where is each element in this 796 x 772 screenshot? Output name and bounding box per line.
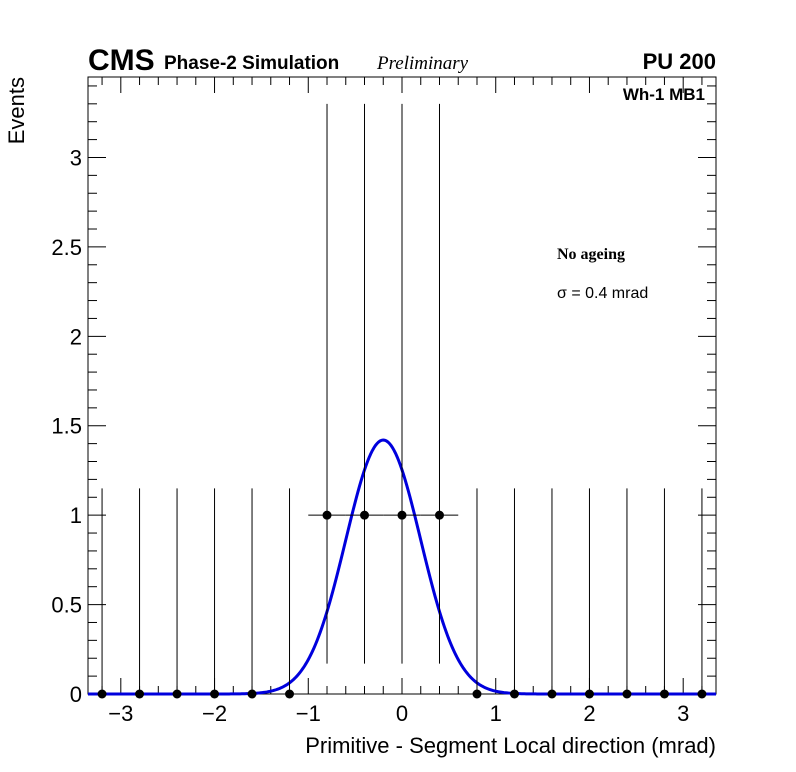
data-point [383, 103, 421, 664]
data-point [659, 488, 669, 699]
data-marker [247, 689, 257, 699]
data-point [622, 488, 632, 699]
x-tick-label: 3 [677, 701, 689, 726]
y-tick-label: 2 [70, 324, 82, 349]
data-marker [509, 689, 519, 699]
data-point [285, 488, 295, 699]
x-tick-label: 1 [490, 701, 502, 726]
data-point [210, 488, 220, 699]
data-marker [472, 689, 482, 699]
data-marker [285, 689, 295, 699]
data-marker [360, 510, 370, 520]
y-tick-label: 1.5 [51, 414, 82, 439]
y-tick-label: 0.5 [51, 593, 82, 618]
y-axis-title: Events [4, 77, 29, 144]
y-tick-label: 3 [70, 145, 82, 170]
x-tick-label: 2 [583, 701, 595, 726]
data-point [420, 103, 459, 664]
data-points-layer [97, 103, 707, 699]
pileup-label: PU 200 [643, 49, 716, 74]
data-point [97, 488, 107, 699]
data-marker [434, 510, 444, 520]
data-point [547, 488, 557, 699]
data-point [135, 488, 145, 699]
data-point [308, 103, 346, 664]
data-marker [397, 510, 407, 520]
data-marker [210, 689, 220, 699]
y-tick-label: 1 [70, 503, 82, 528]
data-point [247, 488, 257, 699]
data-marker [135, 689, 145, 699]
data-marker [659, 689, 669, 699]
data-point [584, 488, 594, 699]
data-point [472, 488, 482, 699]
data-point [345, 103, 384, 664]
simulation-label: Phase-2 Simulation [164, 53, 339, 74]
data-marker [322, 510, 332, 520]
ageing-label: No ageing [557, 246, 625, 263]
data-marker [97, 689, 107, 699]
preliminary-label: Preliminary [376, 53, 469, 74]
region-label: Wh-1 MB1 [623, 85, 705, 104]
x-tick-label: 0 [396, 701, 408, 726]
x-tick-label: −1 [296, 701, 321, 726]
data-marker [547, 689, 557, 699]
data-marker [622, 689, 632, 699]
data-point [509, 488, 519, 699]
data-marker [697, 689, 707, 699]
y-tick-label: 0 [70, 682, 82, 707]
data-marker [584, 689, 594, 699]
x-axis-title: Primitive - Segment Local direction (mra… [305, 733, 716, 758]
data-point [172, 488, 182, 699]
data-marker [172, 689, 182, 699]
y-tick-label: 2.5 [51, 235, 82, 260]
axis-ticks: −3 −2 −1 0 1 2 3 0 0.5 1 1.5 2 2.5 3 [51, 77, 716, 726]
data-point [697, 488, 707, 699]
x-tick-label: −3 [108, 701, 133, 726]
x-tick-label: −2 [202, 701, 227, 726]
cms-label: CMS [88, 44, 155, 77]
sigma-label: σ = 0.4 mrad [557, 285, 648, 302]
